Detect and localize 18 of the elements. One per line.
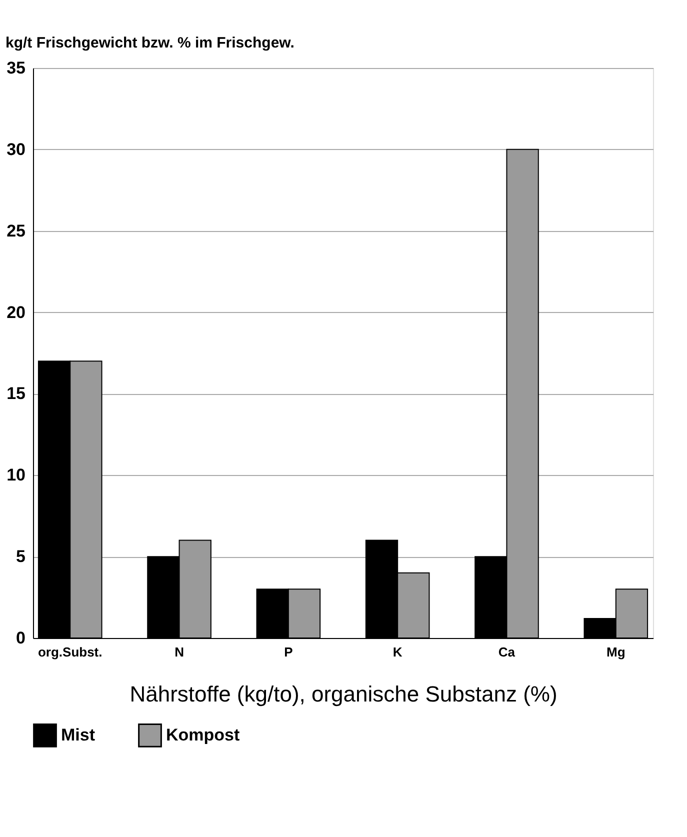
y-tick-label: 15 (6, 384, 26, 404)
y-tick-label: 5 (16, 547, 26, 566)
y-axis-title: kg/t Frischgewicht bzw. % im Frischgew. (6, 34, 294, 52)
legend-label: Kompost (166, 725, 240, 744)
x-tick-label: K (392, 644, 403, 660)
y-tick-label: 0 (16, 628, 26, 648)
x-axis-title: Nährstoffe (kg/to), organische Substanz (%) (130, 682, 558, 706)
x-tick-label: Ca (498, 644, 516, 660)
x-tick-label: N (174, 644, 184, 660)
y-tick-label: 35 (6, 58, 26, 78)
x-tick-label: Mg (606, 644, 626, 660)
y-tick-label: 25 (6, 221, 26, 240)
x-tick-label: P (284, 644, 294, 660)
y-tick-label: 20 (6, 302, 26, 322)
y-tick-label: 10 (6, 466, 26, 485)
y-tick-label: 30 (6, 140, 26, 159)
x-tick-label: org.Subst. (38, 644, 102, 660)
legend-label: Mist (61, 725, 96, 744)
